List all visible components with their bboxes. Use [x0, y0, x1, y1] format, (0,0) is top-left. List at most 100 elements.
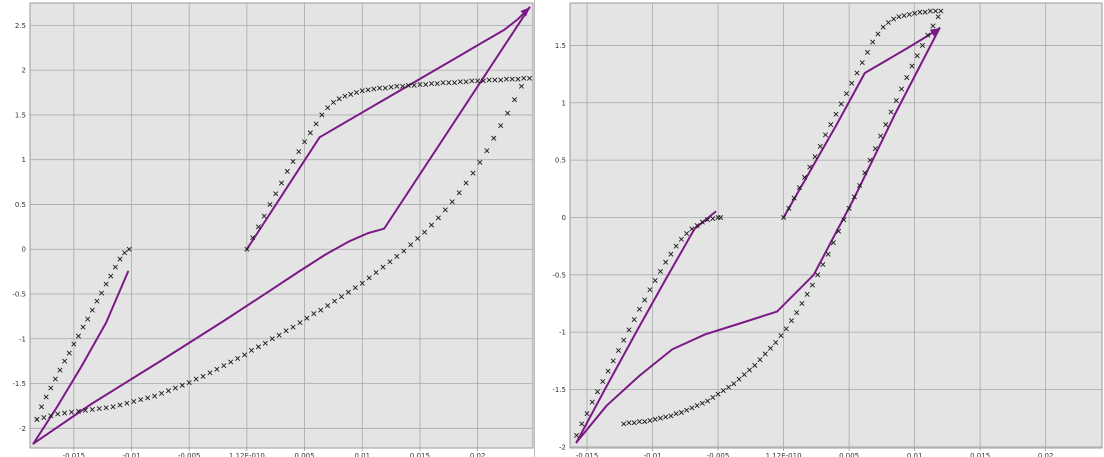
- left-marker-4-69: [41, 415, 47, 421]
- left-marker-4-46: [200, 373, 206, 379]
- right-marker-3-21: [891, 16, 897, 22]
- left-marker-3-17: [342, 93, 348, 99]
- right-marker-3-13: [849, 80, 855, 86]
- left-marker-4-12: [435, 215, 441, 221]
- left-marker-3-19: [353, 90, 360, 96]
- right-xtick-label-2: -0.005: [707, 452, 730, 457]
- left-marker-3-22: [371, 86, 377, 92]
- right-marker-4-47: [689, 405, 695, 411]
- right-marker-4-13: [867, 157, 873, 163]
- right-marker-4-53: [657, 415, 663, 421]
- right-ytick-label-1: 1: [562, 99, 566, 107]
- right-marker-4-60: [621, 421, 627, 427]
- left-marker-3-21: [365, 87, 371, 93]
- right-marker-4-15: [857, 182, 863, 188]
- right-marker-4-45: [699, 400, 705, 406]
- left-marker-4-62: [89, 406, 95, 413]
- right-marker-4-0: [935, 14, 941, 20]
- left-marker-3-20: [359, 88, 365, 94]
- right-marker-4-18: [841, 217, 847, 223]
- left-marker-4-16: [408, 242, 414, 248]
- right-marker-5-7: [610, 358, 616, 364]
- left-marker-5-9: [75, 333, 81, 339]
- right-ytick-label-7: -2: [559, 443, 566, 451]
- left-marker-4-57: [124, 400, 130, 406]
- right-marker-5-15: [652, 278, 658, 284]
- left-marker-4-37: [262, 340, 268, 346]
- left-marker-4-54: [145, 395, 151, 401]
- left-marker-3-18: [348, 91, 354, 97]
- right-marker-4-34: [757, 357, 763, 363]
- left-marker-5-4: [52, 376, 58, 382]
- left-marker-5-0: [34, 416, 40, 422]
- right-marker-4-17: [846, 205, 852, 211]
- left-marker-3-13: [319, 112, 325, 118]
- left-marker-3-7: [284, 168, 290, 174]
- left-marker-4-59: [110, 404, 116, 410]
- left-marker-3-27: [400, 83, 406, 89]
- right-marker-4-4: [914, 53, 920, 59]
- right-marker-3-11: [838, 101, 844, 107]
- right-marker-3-19: [880, 24, 886, 30]
- left-marker-5-19: [122, 250, 128, 256]
- left-marker-4-43: [221, 363, 227, 369]
- left-ytick-label-2: 1.5: [15, 111, 26, 119]
- right-ytick-label-5: -1: [559, 329, 566, 337]
- right-xtick-label-1: -0.01: [643, 452, 661, 457]
- left-marker-5-5: [57, 367, 63, 373]
- right-marker-5-11: [631, 317, 637, 323]
- left-marker-4-40: [242, 352, 248, 358]
- right-marker-4-40: [726, 384, 732, 390]
- left-ytick-label-6: -0.5: [12, 290, 26, 298]
- right-marker-5-1: [579, 421, 585, 427]
- left-marker-4-25: [345, 289, 351, 295]
- right-marker-4-43: [710, 395, 716, 401]
- right-marker-4-23: [815, 272, 821, 278]
- right-line-series-0: [782, 27, 941, 219]
- right-marker-4-19: [836, 228, 842, 234]
- left-marker-3-4: [267, 201, 273, 207]
- left-marker-3-39: [469, 78, 475, 84]
- left-marker-5-12: [89, 307, 95, 313]
- left-marker-5-17: [112, 264, 118, 270]
- right-marker-4-48: [684, 407, 690, 413]
- left-marker-4-22: [366, 275, 372, 281]
- left-marker-4-41: [235, 355, 241, 361]
- right-marker-4-51: [668, 413, 674, 419]
- right-marker-4-37: [741, 372, 747, 378]
- right-marker-5-20: [678, 236, 684, 242]
- right-marker-3-1: [786, 205, 792, 211]
- right-marker-4-24: [809, 282, 815, 288]
- right-marker-4-41: [720, 388, 726, 394]
- left-marker-5-16: [108, 273, 114, 279]
- right-marker-5-19: [673, 243, 679, 249]
- right-marker-5-23: [694, 222, 700, 229]
- left-marker-3-38: [463, 79, 469, 85]
- right-marker-4-5: [909, 63, 915, 69]
- right-marker-4-6: [904, 75, 910, 81]
- right-marker-3-7: [817, 143, 823, 149]
- left-marker-4-26: [338, 294, 345, 300]
- right-marker-4-7: [898, 86, 905, 92]
- left-xtick-label-4: 0.005: [295, 452, 315, 457]
- left-marker-4-55: [138, 397, 144, 403]
- left-marker-4-33: [290, 324, 296, 330]
- left-marker-4-21: [373, 269, 379, 276]
- left-marker-3-44: [498, 77, 504, 83]
- right-marker-5-14: [647, 287, 653, 293]
- left-marker-3-3: [261, 213, 267, 219]
- right-marker-4-11: [878, 133, 884, 139]
- right-marker-3-10: [833, 111, 839, 117]
- left-line-series-1: [32, 6, 531, 445]
- left-marker-3-5: [273, 191, 279, 197]
- left-marker-5-11: [85, 316, 91, 322]
- left-marker-4-65: [69, 409, 75, 415]
- left-marker-5-7: [66, 350, 72, 356]
- right-xtick-label-7: 0.02: [1038, 452, 1054, 457]
- left-marker-4-61: [96, 406, 102, 412]
- left-marker-4-3: [498, 123, 504, 129]
- left-marker-5-6: [62, 358, 68, 364]
- right-marker-3-5: [807, 164, 813, 170]
- left-marker-4-17: [401, 248, 407, 254]
- right-marker-4-20: [830, 240, 836, 246]
